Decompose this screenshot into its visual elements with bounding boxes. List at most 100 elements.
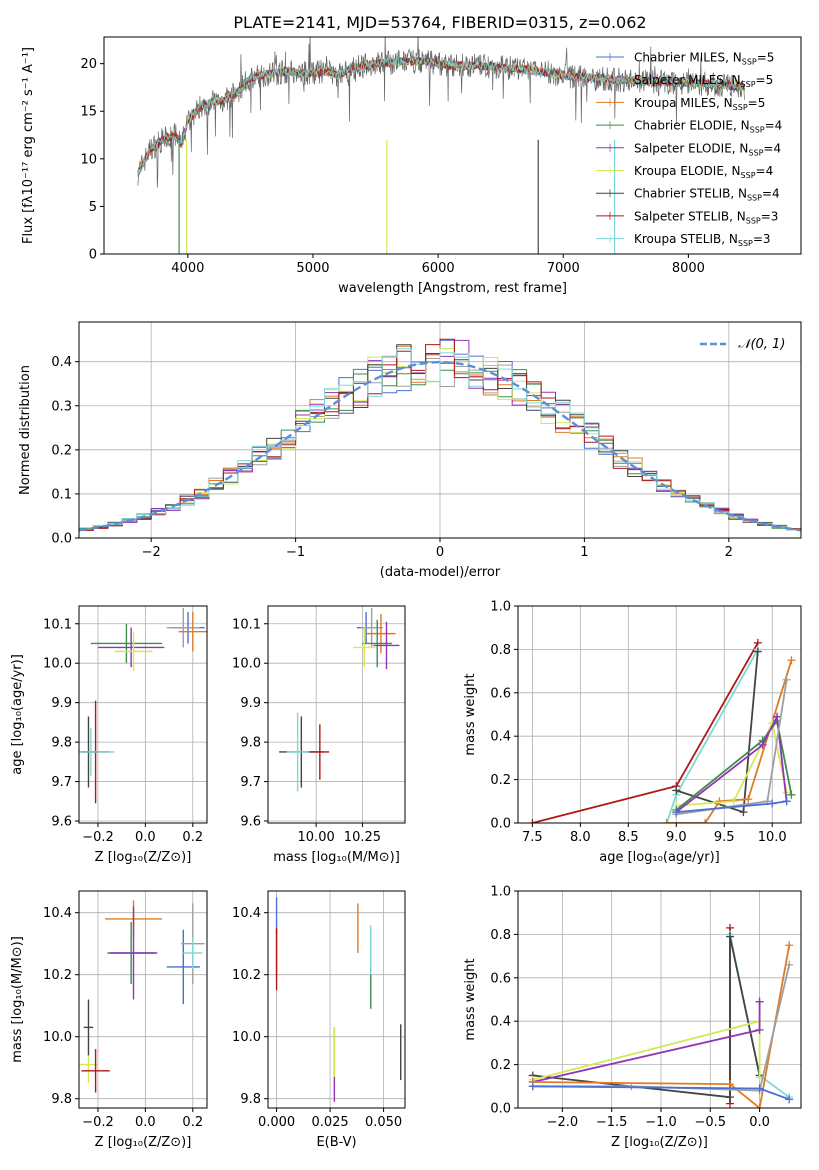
x-axis-label: mass [log₁₀(M/M⊙)] bbox=[273, 850, 400, 865]
x-tick-label: −0.5 bbox=[694, 1115, 726, 1130]
legend-label: Chabrier STELIB, NSSP=4 bbox=[634, 187, 780, 203]
y-tick-label: 0 bbox=[89, 248, 97, 263]
legend-value: =5 bbox=[756, 73, 774, 87]
x-tick-label: −2.0 bbox=[547, 1115, 579, 1130]
weight-marker bbox=[528, 819, 537, 823]
legend-subscript: SSP bbox=[742, 58, 757, 67]
x-tick-label: 9.5 bbox=[714, 830, 735, 845]
y-tick-label: 0.4 bbox=[490, 730, 511, 745]
y-tick-label: 0.6 bbox=[490, 971, 511, 986]
weight-marker bbox=[627, 1082, 636, 1091]
y-tick-label: 9.7 bbox=[51, 775, 72, 790]
x-tick-label: −0.2 bbox=[82, 1115, 114, 1130]
legend-value: =4 bbox=[762, 187, 780, 201]
y-tick-label: 10.1 bbox=[232, 617, 261, 632]
legend-subscript: SSP bbox=[746, 216, 761, 225]
x-tick-label: 7000 bbox=[547, 261, 580, 276]
weight-marker bbox=[755, 997, 764, 1006]
weight-marker bbox=[528, 1082, 537, 1091]
plot-area bbox=[79, 900, 205, 1093]
x-tick-label: 0.050 bbox=[365, 1115, 402, 1130]
legend-value: =5 bbox=[757, 51, 775, 65]
y-tick-label: 9.8 bbox=[51, 1092, 72, 1107]
legend-subscript: SSP bbox=[750, 126, 765, 135]
weight-track-2 bbox=[532, 936, 761, 1099]
weight-track-7 bbox=[676, 679, 788, 816]
y-tick-label: 10.0 bbox=[232, 1030, 261, 1045]
y-tick-label: 10.1 bbox=[43, 617, 72, 632]
panel-weight_vs_age: 7.5 8.0 8.5 9.0 9.5 10.0 0.0 0.2 0.4 0.6 0.8 1.0 age… bbox=[463, 600, 802, 865]
weight-marker bbox=[785, 941, 794, 950]
panel-mass_vs_Z: −0.2 0.0 0.2 9.8 10.0 10.2 10.4 Z [log₁₀(Z/Z⊙)]… bbox=[10, 890, 208, 1150]
legend-value: =4 bbox=[763, 141, 781, 155]
weight-marker bbox=[758, 740, 767, 749]
y-tick-label: 0.1 bbox=[51, 487, 72, 502]
weight-marker bbox=[744, 795, 753, 804]
y-tick-label: 10.0 bbox=[43, 657, 72, 672]
axes-frame bbox=[78, 890, 208, 1109]
panel-weight_vs_Z: −2.0 −1.5 −1.0 −0.5 0.0 0.0 0.2 0.4 0.6 0.8 1.0 Z [… bbox=[463, 885, 802, 1150]
x-tick-label: 0.0 bbox=[749, 1115, 770, 1130]
x-tick-label: 2 bbox=[725, 545, 733, 560]
y-tick-label: 0.6 bbox=[490, 686, 511, 701]
weight-track-6 bbox=[675, 713, 788, 813]
y-tick-label: 9.8 bbox=[240, 1092, 261, 1107]
y-tick-label: 10.0 bbox=[232, 657, 261, 672]
y-tick-label: 20 bbox=[80, 57, 97, 72]
axes-frame bbox=[267, 890, 406, 1109]
legend-subscript: SSP bbox=[733, 103, 748, 112]
legend-value: =3 bbox=[761, 209, 779, 223]
weight-track-4 bbox=[532, 1001, 761, 1083]
legend: Chabrier MILES, NSSP=5 Salpeter MILES, NS… bbox=[596, 51, 782, 248]
hist-8 bbox=[79, 348, 801, 532]
y-tick-label: 9.7 bbox=[240, 775, 261, 790]
x-tick-label: 8.0 bbox=[570, 830, 591, 845]
weight-marker bbox=[755, 1025, 764, 1034]
legend-label: Chabrier ELODIE, NSSP=4 bbox=[634, 119, 782, 135]
legend-label: Kroupa STELIB, NSSP=3 bbox=[634, 232, 771, 248]
weight-marker bbox=[782, 797, 791, 806]
x-tick-label: 6000 bbox=[422, 261, 455, 276]
weight-marker bbox=[773, 712, 782, 721]
weight-marker bbox=[662, 819, 671, 823]
plot-area bbox=[79, 607, 207, 804]
legend-label: Salpeter MILES, NSSP=5 bbox=[634, 73, 773, 89]
x-tick-label: 8000 bbox=[672, 261, 705, 276]
x-tick-label: 0.0 bbox=[135, 830, 156, 845]
weight-marker bbox=[782, 675, 791, 684]
panel-spectrum: 4000 5000 6000 7000 8000 0 5 10 15 20 wavelength [… bbox=[21, 36, 802, 296]
normal-curve bbox=[79, 360, 801, 532]
x-tick-label: 0.000 bbox=[258, 1115, 295, 1130]
weight-marker bbox=[672, 786, 681, 795]
weight-marker bbox=[726, 1093, 735, 1102]
y-tick-label: 0.4 bbox=[490, 1015, 511, 1030]
y-tick-label: 0.8 bbox=[490, 928, 511, 943]
y-tick-label: 9.9 bbox=[51, 696, 72, 711]
y-tick-label: 9.6 bbox=[51, 815, 72, 830]
x-axis-label: E(B-V) bbox=[316, 1135, 356, 1150]
x-tick-label: −1.5 bbox=[596, 1115, 628, 1130]
y-tick-label: 1.0 bbox=[490, 885, 511, 900]
panel-age_vs_Z: −0.2 0.0 0.2 9.6 9.7 9.8 9.9 10.0 10.1 Z [log₁₀(Z… bbox=[10, 605, 208, 865]
legend-value: =5 bbox=[748, 96, 766, 110]
legend-label: Salpeter ELODIE, NSSP=4 bbox=[634, 141, 781, 157]
weight-marker bbox=[785, 1095, 794, 1104]
y-tick-label: 15 bbox=[80, 105, 97, 120]
x-tick-label: 10.00 bbox=[298, 830, 335, 845]
x-axis-label: Z [log₁₀(Z/Z⊙)] bbox=[611, 1135, 708, 1150]
legend-label: Kroupa ELODIE, NSSP=4 bbox=[634, 164, 773, 180]
x-axis-label: Z [log₁₀(Z/Z⊙)] bbox=[95, 850, 192, 865]
legend-subscript: SSP bbox=[747, 194, 762, 203]
weight-marker bbox=[787, 790, 796, 799]
legend-value: =4 bbox=[756, 164, 774, 178]
x-tick-label: 0.0 bbox=[135, 1115, 156, 1130]
weight-marker bbox=[726, 1080, 735, 1089]
y-tick-label: 5 bbox=[89, 200, 97, 215]
panel-age_vs_mass: 10.00 10.25 9.6 9.7 9.8 9.9 10.0 10.1 mass [log₁… bbox=[232, 605, 406, 865]
y-tick-label: 0.2 bbox=[490, 1058, 511, 1073]
model-8 bbox=[137, 56, 745, 178]
y-tick-label: 9.8 bbox=[51, 736, 72, 751]
y-tick-label: 0.4 bbox=[51, 355, 72, 370]
weight-marker bbox=[755, 1084, 764, 1093]
x-tick-label: 10.25 bbox=[344, 830, 381, 845]
